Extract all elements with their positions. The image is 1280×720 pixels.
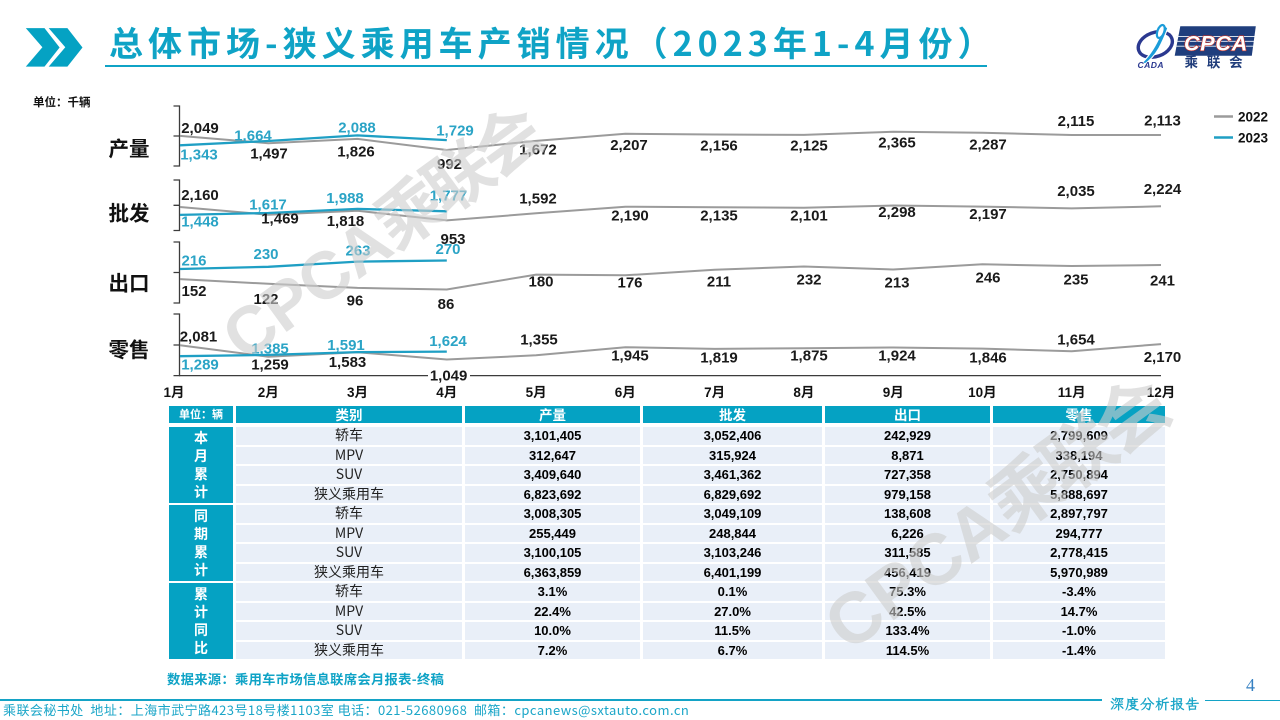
svg-text:2,170: 2,170 [1144, 349, 1182, 366]
svg-text:1月: 1月 [163, 385, 184, 400]
svg-text:6月: 6月 [615, 385, 636, 400]
svg-text:5月: 5月 [526, 385, 547, 400]
svg-text:2,298: 2,298 [878, 204, 916, 221]
svg-text:270: 270 [435, 241, 460, 258]
svg-text:2,115: 2,115 [1058, 113, 1095, 130]
svg-text:1,259: 1,259 [251, 356, 289, 373]
svg-text:CADA: CADA [1138, 60, 1164, 70]
svg-text:8月: 8月 [793, 385, 814, 400]
svg-text:2023: 2023 [1238, 131, 1269, 146]
svg-text:2,224: 2,224 [1144, 181, 1182, 198]
svg-text:235: 235 [1063, 271, 1088, 288]
svg-text:2,207: 2,207 [610, 137, 648, 154]
svg-text:1,875: 1,875 [790, 347, 828, 364]
svg-text:2,365: 2,365 [878, 134, 916, 151]
svg-text:152: 152 [181, 283, 206, 300]
svg-text:211: 211 [707, 273, 731, 290]
svg-text:2,101: 2,101 [790, 207, 828, 224]
svg-text:出口: 出口 [109, 266, 150, 296]
svg-text:1,469: 1,469 [261, 210, 299, 227]
svg-text:2,160: 2,160 [181, 187, 219, 204]
svg-text:2月: 2月 [258, 385, 279, 400]
svg-text:1,654: 1,654 [1057, 331, 1095, 348]
svg-text:2,190: 2,190 [611, 207, 649, 224]
svg-text:10月: 10月 [968, 385, 997, 400]
svg-text:232: 232 [796, 271, 821, 288]
svg-text:产量: 产量 [109, 132, 150, 162]
svg-text:1,343: 1,343 [180, 146, 218, 163]
svg-text:1,729: 1,729 [436, 122, 474, 139]
svg-text:1,448: 1,448 [181, 213, 219, 230]
svg-text:12月: 12月 [1147, 385, 1176, 400]
svg-text:2,156: 2,156 [700, 137, 738, 154]
svg-text:1,945: 1,945 [611, 347, 649, 364]
svg-text:CPCA: CPCA [1184, 32, 1248, 56]
svg-text:1,591: 1,591 [327, 337, 365, 354]
svg-text:1,355: 1,355 [520, 331, 558, 348]
svg-text:230: 230 [253, 246, 278, 263]
svg-text:2,035: 2,035 [1057, 183, 1095, 200]
svg-text:216: 216 [181, 252, 206, 269]
svg-text:1,988: 1,988 [326, 190, 364, 207]
svg-text:批发: 批发 [109, 196, 150, 226]
svg-text:1,592: 1,592 [519, 190, 557, 207]
svg-text:11月: 11月 [1058, 385, 1086, 400]
svg-text:2,135: 2,135 [700, 207, 738, 224]
svg-text:953: 953 [440, 231, 465, 248]
svg-text:1,385: 1,385 [251, 340, 289, 357]
svg-text:1,664: 1,664 [234, 128, 272, 145]
svg-text:1,497: 1,497 [250, 145, 288, 162]
svg-text:1,617: 1,617 [249, 196, 287, 213]
svg-text:4月: 4月 [436, 385, 457, 400]
svg-text:86: 86 [438, 296, 455, 313]
svg-text:1,583: 1,583 [329, 354, 367, 371]
svg-text:2,088: 2,088 [338, 119, 376, 136]
svg-text:1,049: 1,049 [430, 367, 468, 384]
svg-text:1,289: 1,289 [181, 356, 219, 373]
svg-text:241: 241 [1150, 272, 1175, 289]
svg-text:7月: 7月 [704, 385, 725, 400]
svg-text:122: 122 [253, 291, 278, 308]
svg-text:96: 96 [347, 292, 364, 309]
svg-text:1,846: 1,846 [969, 349, 1007, 366]
svg-text:176: 176 [617, 274, 642, 291]
svg-text:263: 263 [345, 242, 370, 259]
svg-text:2,049: 2,049 [181, 120, 219, 137]
svg-text:992: 992 [437, 156, 462, 173]
svg-text:2,287: 2,287 [969, 136, 1007, 153]
svg-text:9月: 9月 [883, 385, 904, 400]
svg-text:213: 213 [884, 274, 909, 291]
svg-text:2,197: 2,197 [969, 206, 1007, 223]
svg-text:180: 180 [528, 273, 553, 290]
svg-text:1,777: 1,777 [430, 187, 468, 204]
svg-text:1,672: 1,672 [519, 141, 557, 158]
svg-text:246: 246 [975, 269, 1000, 286]
svg-text:1,924: 1,924 [878, 347, 916, 364]
svg-text:单位：千辆: 单位：千辆 [33, 94, 91, 110]
svg-text:3月: 3月 [347, 385, 368, 400]
svg-text:2,125: 2,125 [790, 137, 828, 154]
svg-text:乘联会: 乘联会 [1185, 51, 1252, 71]
svg-text:1,818: 1,818 [327, 213, 365, 230]
svg-text:2,081: 2,081 [180, 328, 218, 345]
svg-text:2,113: 2,113 [1144, 112, 1181, 129]
svg-text:1,819: 1,819 [700, 349, 738, 366]
svg-text:1,826: 1,826 [337, 143, 375, 160]
svg-text:零售: 零售 [109, 333, 150, 363]
svg-text:1,624: 1,624 [429, 333, 467, 350]
svg-text:2022: 2022 [1238, 110, 1268, 125]
